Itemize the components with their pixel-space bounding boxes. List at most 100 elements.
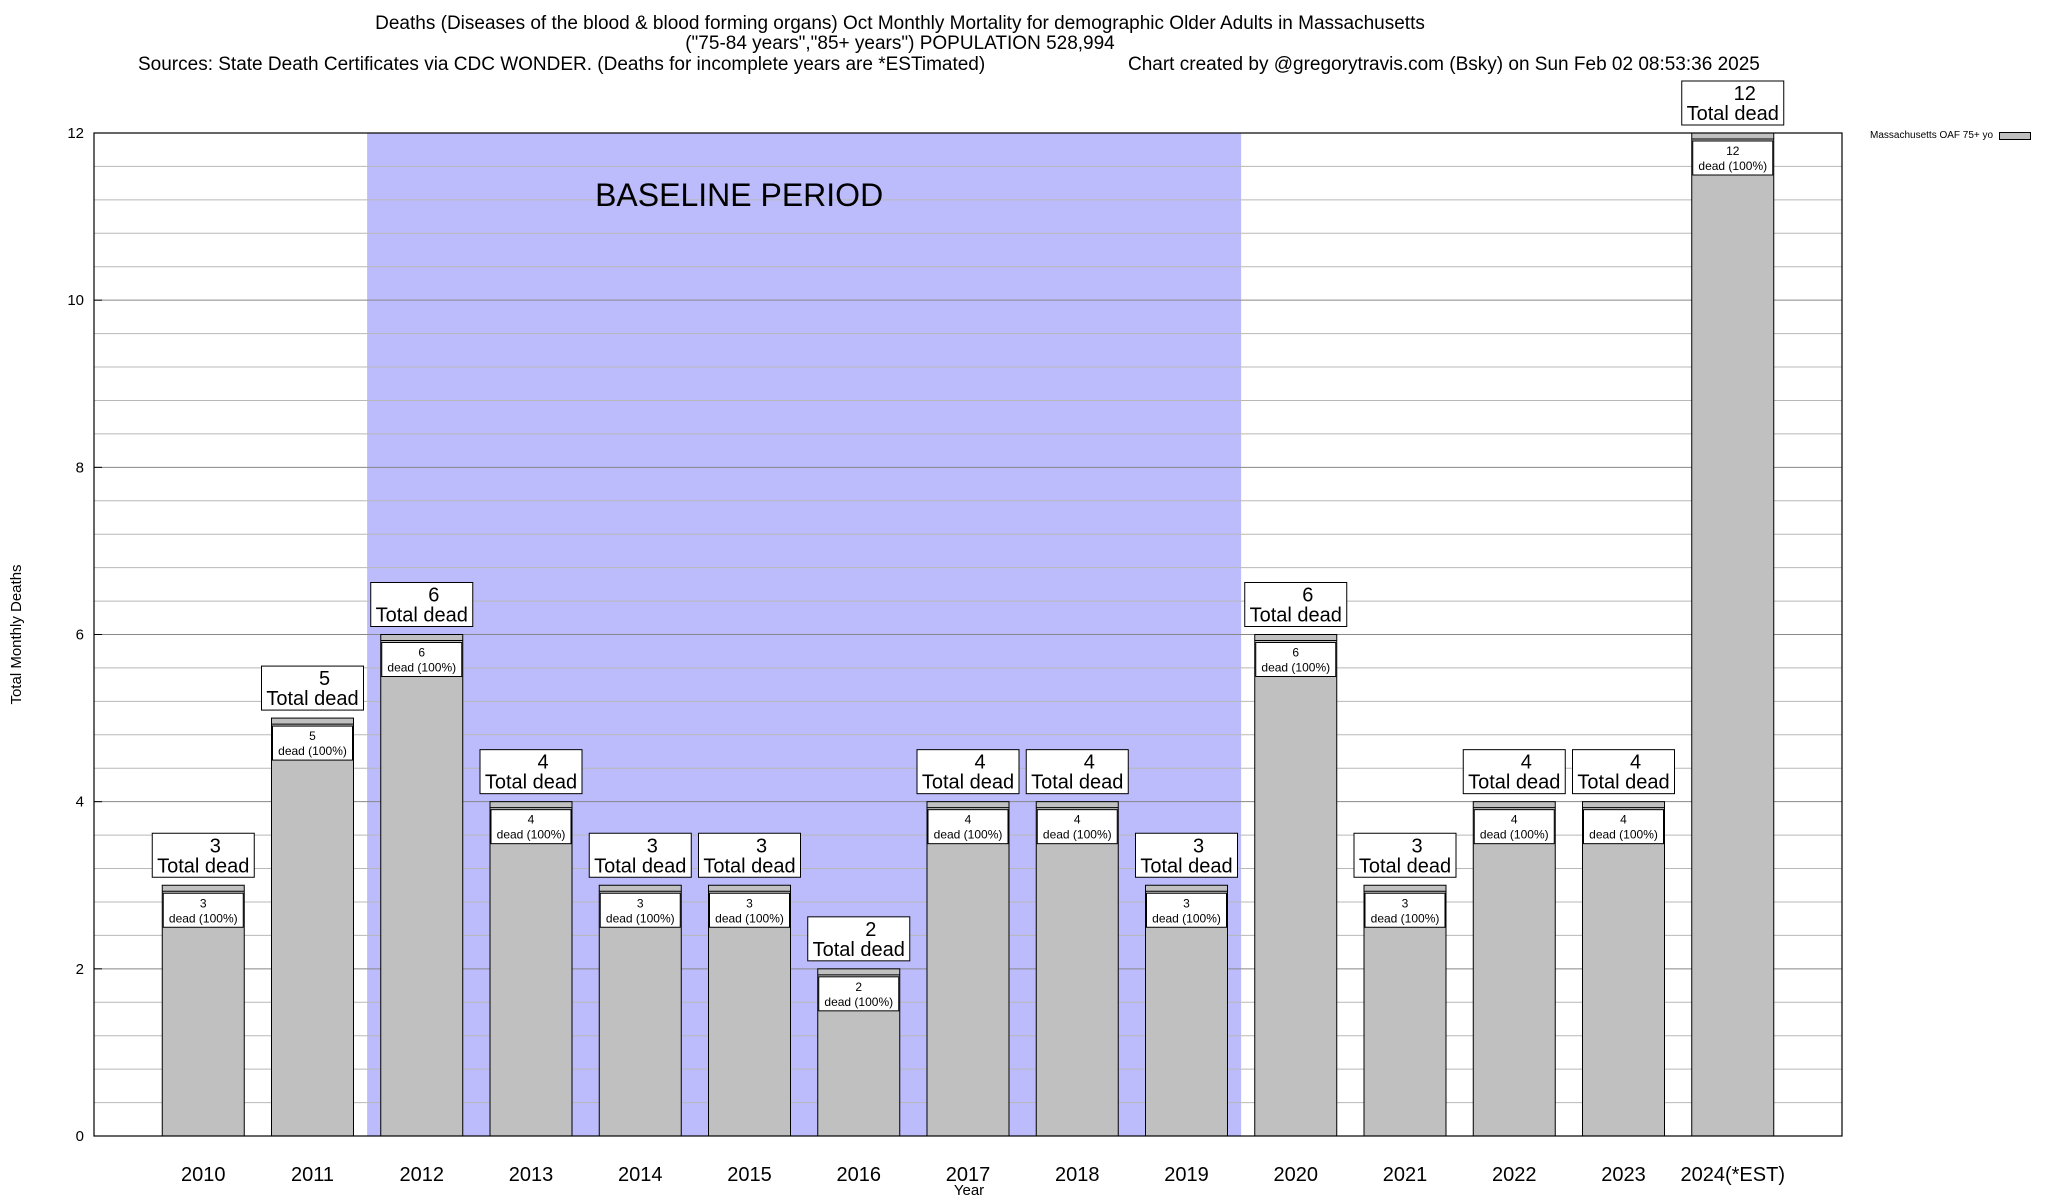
total-label-box <box>588 832 692 878</box>
total-label-text: Total dead <box>1250 605 1342 627</box>
inner-label-text: dead (100%) <box>1043 828 1112 842</box>
inner-label-count: 6 <box>418 646 425 660</box>
inner-label-text: dead (100%) <box>606 911 675 925</box>
total-label-text: Total dead <box>922 772 1014 794</box>
x-tick-label: 2011 <box>291 1164 334 1186</box>
total-label-count: 3 <box>1193 835 1204 857</box>
inner-label-count: 3 <box>1183 896 1190 910</box>
inner-label-count: 4 <box>1511 813 1518 827</box>
total-label-text: Total dead <box>594 855 686 877</box>
baseline-label: BASELINE PERIOD <box>595 177 883 213</box>
total-label-count: 3 <box>210 835 221 857</box>
x-tick-label: 2013 <box>509 1164 554 1186</box>
total-label-box <box>1353 832 1457 878</box>
inner-label-text: dead (100%) <box>1480 828 1549 842</box>
bar <box>271 717 354 1137</box>
total-label-box <box>1135 832 1238 878</box>
sources-note: Sources: State Death Certificates via CD… <box>138 54 986 75</box>
inner-label-text: dead (100%) <box>1261 661 1330 675</box>
inner-label-text: dead (100%) <box>1698 159 1767 173</box>
inner-label-box <box>1364 892 1446 928</box>
chart-subtitle: ("75-84 years","85+ years") POPULATION 5… <box>685 33 1115 54</box>
total-label-count: 4 <box>1630 752 1641 774</box>
total-label-count: 2 <box>865 919 876 941</box>
total-label-text: Total dead <box>1140 855 1232 877</box>
inner-label-text: dead (100%) <box>1371 911 1440 925</box>
total-label-count: 5 <box>319 668 330 690</box>
bar <box>1472 801 1556 1137</box>
inner-label-text: dead (100%) <box>934 828 1003 842</box>
bar <box>489 801 573 1137</box>
bar <box>926 801 1010 1137</box>
total-label-count: 6 <box>1302 585 1313 607</box>
inner-label-text: dead (100%) <box>1589 828 1658 842</box>
x-tick-label: 2022 <box>1492 1164 1537 1186</box>
total-label-text: Total dead <box>157 855 249 877</box>
total-label-text: Total dead <box>1359 855 1451 877</box>
inner-label-count: 2 <box>855 980 862 994</box>
total-label-text: Total dead <box>703 855 795 877</box>
bar <box>380 634 464 1137</box>
bar <box>1582 801 1665 1137</box>
bar <box>1035 801 1119 1137</box>
x-tick-label: 2021 <box>1383 1164 1428 1186</box>
bar <box>1691 132 1775 1137</box>
total-label-box <box>370 582 474 627</box>
inner-label-box <box>490 809 572 845</box>
y-tick-label: 4 <box>76 794 84 811</box>
inner-label-count: 3 <box>746 896 753 910</box>
total-label-box <box>1462 749 1566 795</box>
total-label-count: 6 <box>428 585 439 607</box>
total-label-text: Total dead <box>485 772 577 794</box>
inner-label-box <box>927 809 1009 845</box>
y-tick-label: 6 <box>76 627 84 644</box>
inner-label-box <box>818 976 900 1012</box>
inner-label-count: 6 <box>1292 646 1299 660</box>
x-tick-label: 2018 <box>1055 1164 1100 1186</box>
x-tick-label: 2014 <box>618 1164 663 1186</box>
y-tick-label: 2 <box>76 961 84 978</box>
x-tick-label: 2024(*EST) <box>1681 1164 1786 1186</box>
x-tick-label: 2020 <box>1274 1164 1319 1186</box>
y-tick-label: 10 <box>67 292 84 309</box>
inner-label-box <box>381 642 463 677</box>
total-label-count: 4 <box>537 752 548 774</box>
x-tick-label: 2010 <box>181 1164 226 1186</box>
total-label-text: Total dead <box>1577 772 1669 794</box>
total-label-text: Total dead <box>376 605 468 627</box>
inner-label-box <box>1583 809 1664 845</box>
inner-label-count: 3 <box>200 896 207 910</box>
inner-label-count: 12 <box>1726 144 1740 158</box>
total-label-box <box>151 832 255 878</box>
inner-label-count: 3 <box>637 896 644 910</box>
inner-label-count: 4 <box>1620 813 1627 827</box>
total-label-count: 3 <box>647 835 658 857</box>
legend: Massachusetts OAF 75+ yo <box>1870 130 2032 141</box>
total-label-count: 4 <box>1084 752 1095 774</box>
inner-label-count: 3 <box>1402 896 1409 910</box>
bar <box>1254 634 1338 1137</box>
total-label-box <box>698 832 801 878</box>
inner-label-count: 4 <box>528 813 535 827</box>
inner-label-box <box>1473 809 1555 845</box>
legend-swatch <box>1999 131 2032 140</box>
legend-label: Massachusetts OAF 75+ yo <box>1870 130 1994 141</box>
inner-label-count: 4 <box>1074 813 1081 827</box>
total-label-text: Total dead <box>813 939 905 961</box>
inner-label-text: dead (100%) <box>387 661 456 675</box>
y-axis-label: Total Monthly Deaths <box>8 564 25 704</box>
credit-note: Chart created by @gregorytravis.com (Bsk… <box>1128 54 1760 75</box>
y-tick-label: 8 <box>76 459 84 476</box>
x-axis-label: Year <box>954 1182 984 1199</box>
inner-label-box <box>1146 892 1227 928</box>
x-tick-label: 2019 <box>1164 1164 1209 1186</box>
total-label-text: Total dead <box>1687 103 1779 125</box>
total-label-count: 12 <box>1734 83 1756 105</box>
total-label-count: 4 <box>1521 752 1532 774</box>
inner-label-text: dead (100%) <box>1152 911 1221 925</box>
inner-label-text: dead (100%) <box>497 828 566 842</box>
inner-label-text: dead (100%) <box>278 744 347 758</box>
inner-label-box <box>709 892 790 928</box>
inner-label-box <box>162 892 244 928</box>
